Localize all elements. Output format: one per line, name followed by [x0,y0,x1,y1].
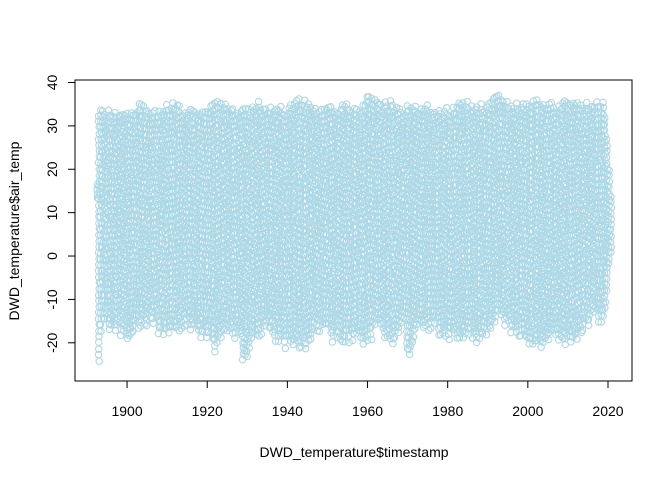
data-point [130,217,139,226]
data-point [129,182,138,191]
data-point [97,327,105,335]
data-point [94,345,103,353]
data-point [211,348,219,356]
data-point [126,324,135,332]
data-point [115,211,124,219]
data-point [109,207,118,215]
data-point [107,255,116,264]
data-point [93,190,102,199]
data-point [112,118,121,126]
data-point [120,183,129,192]
data-point [125,241,134,250]
data-point [103,262,111,270]
data-point [130,164,139,172]
data-point [95,357,103,365]
data-point [99,135,107,144]
data-point [107,238,115,246]
data-point [99,255,107,263]
data-point [127,329,135,337]
data-point [119,275,127,283]
data-point [119,186,128,195]
data-point [96,231,105,239]
data-point [131,134,140,143]
data-point [109,266,118,274]
data-point [99,237,108,246]
data-point [103,221,111,230]
data-points [93,91,616,365]
data-point [113,202,121,210]
data-point [95,332,103,341]
data-point [113,261,122,270]
data-point [131,287,139,295]
data-point [105,231,113,240]
data-point [281,344,290,353]
data-point [123,210,131,219]
data-point [128,327,137,336]
data-point [119,281,127,289]
